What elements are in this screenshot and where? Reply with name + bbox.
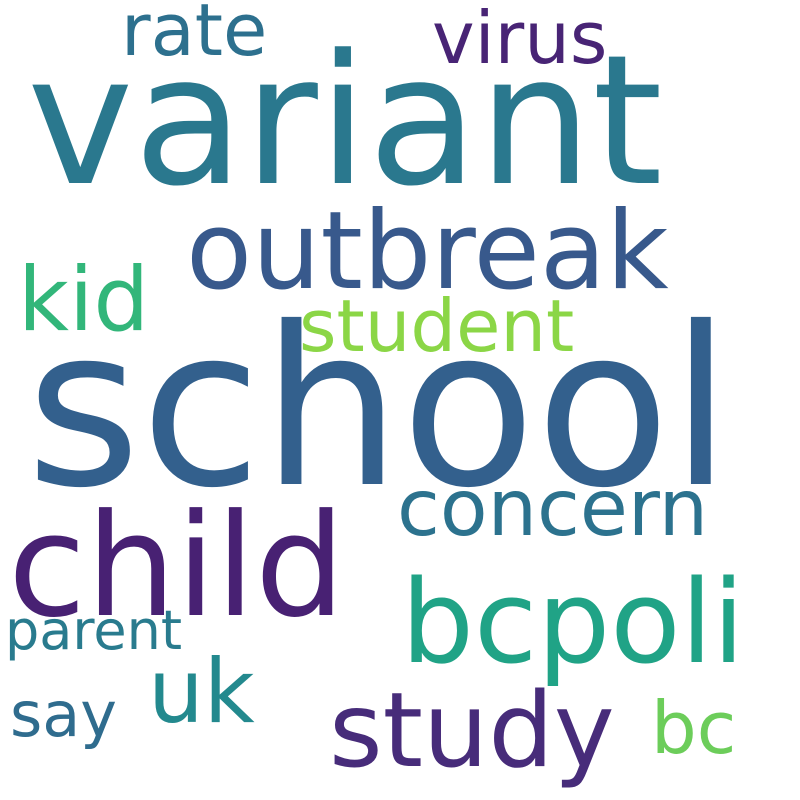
word-outbreak: outbreak: [186, 189, 669, 314]
word-concern: concern: [397, 464, 709, 554]
word-say: say: [10, 678, 117, 751]
word-variant: variant: [27, 17, 663, 226]
word-uk: uk: [148, 640, 255, 743]
word-student: student: [299, 284, 575, 368]
word-bcpoli: bcpoli: [401, 556, 745, 690]
word-rate: rate: [121, 0, 268, 72]
word-virus: virus: [432, 0, 608, 80]
word-kid: kid: [18, 248, 150, 351]
word-child: child: [8, 484, 346, 649]
word-parent: parent: [5, 599, 183, 662]
word-study: study: [329, 671, 615, 791]
word-school: school: [26, 280, 732, 536]
word-bc: bc: [651, 686, 737, 770]
